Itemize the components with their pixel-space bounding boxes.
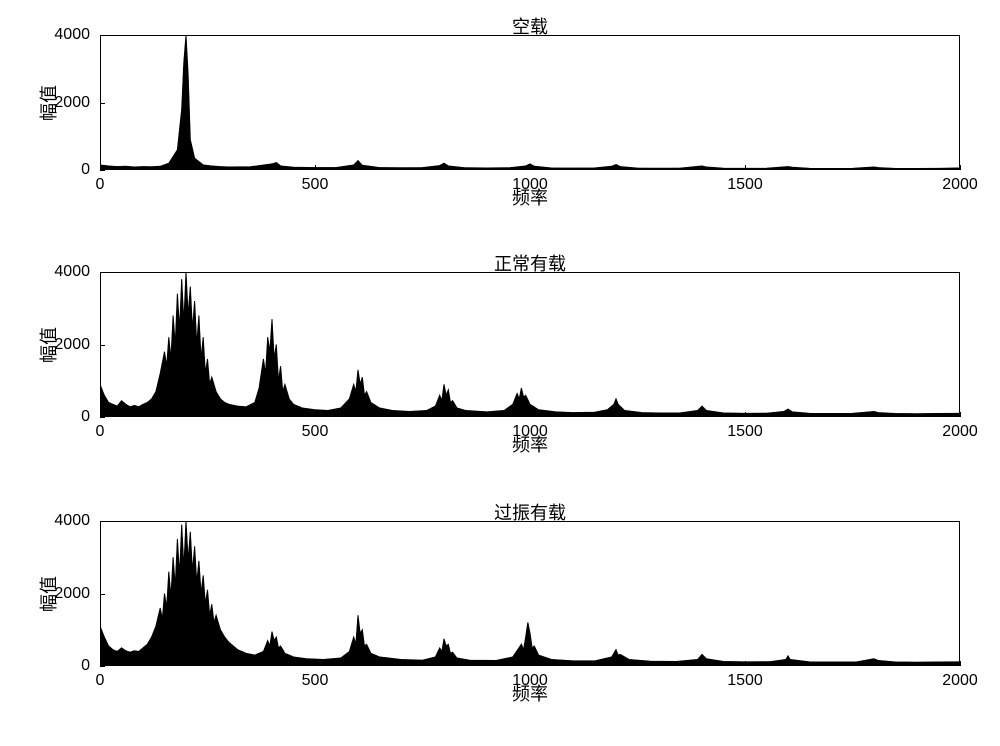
- yticklabel: 2000: [54, 336, 90, 354]
- xtick: [530, 661, 531, 666]
- xticklabel: 0: [96, 176, 105, 194]
- xtick: [745, 412, 746, 417]
- xticklabel: 1500: [727, 176, 763, 194]
- xticklabel: 2000: [942, 423, 978, 441]
- yticklabel: 4000: [54, 263, 90, 281]
- ytick: [100, 345, 105, 346]
- xticklabel: 1000: [512, 423, 548, 441]
- yticklabel: 0: [81, 408, 90, 426]
- ytick: [100, 170, 105, 171]
- xtick: [315, 661, 316, 666]
- yticklabel: 4000: [54, 26, 90, 44]
- spectrum-line: [100, 521, 960, 666]
- figure: 空载 幅值 频率 0200040000500100015002000 正常有载 …: [0, 0, 1000, 746]
- xtick: [100, 661, 101, 666]
- ytick: [100, 594, 105, 595]
- xticklabel: 1500: [727, 423, 763, 441]
- xtick: [960, 412, 961, 417]
- spectrum-line: [100, 272, 960, 417]
- xtick: [530, 412, 531, 417]
- ytick: [100, 272, 105, 273]
- xtick: [530, 165, 531, 170]
- xtick: [315, 412, 316, 417]
- yticklabel: 4000: [54, 512, 90, 530]
- ytick: [100, 103, 105, 104]
- xticklabel: 1000: [512, 176, 548, 194]
- xticklabel: 500: [302, 176, 329, 194]
- xtick: [100, 165, 101, 170]
- spectrum-line: [100, 35, 960, 170]
- xticklabel: 500: [302, 423, 329, 441]
- yticklabel: 0: [81, 657, 90, 675]
- subplot-normal-load: 正常有载 幅值 频率 0200040000500100015002000: [100, 272, 960, 417]
- xticklabel: 1500: [727, 672, 763, 690]
- subplot-no-load: 空载 幅值 频率 0200040000500100015002000: [100, 35, 960, 170]
- subplot-over-vibration-load: 过振有载 幅值 频率 0200040000500100015002000: [100, 521, 960, 666]
- xticklabel: 1000: [512, 672, 548, 690]
- yticklabel: 0: [81, 161, 90, 179]
- xtick: [315, 165, 316, 170]
- yticklabel: 2000: [54, 585, 90, 603]
- xticklabel: 2000: [942, 672, 978, 690]
- xticklabel: 0: [96, 672, 105, 690]
- xtick: [745, 661, 746, 666]
- xtick: [960, 661, 961, 666]
- xtick: [960, 165, 961, 170]
- yticklabel: 2000: [54, 94, 90, 112]
- ytick: [100, 666, 105, 667]
- ytick: [100, 35, 105, 36]
- xtick: [100, 412, 101, 417]
- ytick: [100, 521, 105, 522]
- xticklabel: 500: [302, 672, 329, 690]
- ytick: [100, 417, 105, 418]
- xticklabel: 2000: [942, 176, 978, 194]
- xticklabel: 0: [96, 423, 105, 441]
- xtick: [745, 165, 746, 170]
